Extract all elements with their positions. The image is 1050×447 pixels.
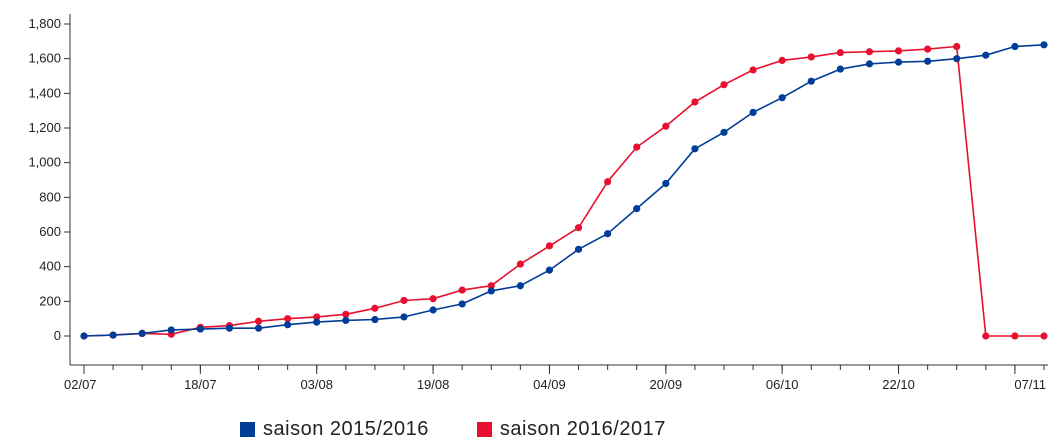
- series-1-point: [138, 329, 146, 337]
- series-1-point: [167, 326, 175, 334]
- series-2-point: [429, 295, 437, 303]
- x-tick-label: 07/11: [1014, 377, 1046, 392]
- series-1-point: [284, 321, 292, 329]
- series-1-point: [836, 65, 844, 73]
- series-1-point: [400, 313, 408, 321]
- y-tick-label: 0: [54, 328, 61, 343]
- series-1-point: [516, 282, 524, 290]
- series-1-point: [662, 179, 670, 188]
- x-tick-label: 22/10: [882, 377, 915, 392]
- series-2-point: [865, 48, 874, 56]
- series-2-point: [778, 56, 786, 64]
- legend-swatch-series-2: [476, 422, 492, 437]
- series-1-point: [371, 315, 379, 324]
- legend-label-series-1: saison 2015/2016: [263, 418, 429, 440]
- legend: saison 2015/2016 saison 2016/2017: [240, 418, 666, 441]
- series-2-point: [284, 315, 292, 323]
- series-1-point: [545, 266, 554, 274]
- x-tick-label: 18/07: [184, 377, 217, 392]
- series-2-point: [1040, 332, 1048, 340]
- series-2-point: [1011, 332, 1019, 340]
- series-1-point: [225, 324, 234, 332]
- y-tick-label: 1,800: [28, 16, 61, 31]
- series-2-point: [807, 53, 815, 61]
- series-1-point: [778, 94, 786, 102]
- series-2-point: [749, 66, 757, 74]
- legend-item-series-2: saison 2016/2017: [476, 418, 666, 441]
- x-tick-label: 20/09: [650, 377, 683, 392]
- y-tick-label: 1,200: [28, 120, 61, 135]
- series-2-point: [516, 260, 524, 268]
- series-2-point: [487, 282, 495, 290]
- series-2-point: [313, 313, 321, 321]
- series-1-point: [254, 324, 263, 332]
- series-1-point: [633, 205, 641, 213]
- series-1-point: [953, 55, 961, 63]
- series-1-point: [80, 332, 88, 340]
- x-tick-label: 04/09: [533, 377, 566, 392]
- series-2-point: [982, 332, 990, 340]
- legend-label-series-2: saison 2016/2017: [499, 418, 666, 440]
- series-2-point: [953, 42, 961, 51]
- series-1-point: [720, 128, 728, 136]
- series-2-point: [924, 45, 932, 53]
- series-1-point: [458, 300, 466, 308]
- series-2-point: [691, 98, 699, 106]
- series-line-1: [83, 44, 1045, 337]
- series-1-point: [313, 318, 321, 326]
- series-1-point: [196, 325, 204, 333]
- series-2-point: [720, 81, 728, 89]
- series-2-point: [545, 242, 554, 250]
- series-2-point: [633, 143, 641, 151]
- series-1-point: [574, 245, 583, 253]
- x-tick-label: 06/10: [766, 377, 799, 392]
- x-tick-label: 03/08: [300, 377, 333, 392]
- series-1-point: [807, 77, 815, 85]
- legend-swatch-series-1: [240, 422, 255, 437]
- y-tick-label: 1,000: [28, 155, 61, 170]
- series-2-point: [604, 178, 612, 186]
- y-tick-label: 1,600: [28, 51, 61, 66]
- x-tick-label: 02/07: [64, 377, 97, 392]
- series-1-point: [982, 51, 990, 59]
- y-tick-label: 1,400: [28, 85, 61, 100]
- series-2-point: [836, 49, 844, 57]
- y-tick-label: 800: [39, 189, 61, 204]
- series-1-point: [749, 108, 757, 116]
- series-2-point: [371, 304, 379, 312]
- series-2-point: [254, 317, 263, 325]
- series-1-point: [342, 316, 350, 324]
- series-2-point: [400, 296, 408, 305]
- series-lines: [83, 44, 1045, 337]
- legend-item-series-1: saison 2015/2016: [240, 418, 429, 441]
- series-1-point: [865, 60, 874, 68]
- y-tick-label: 400: [39, 259, 61, 274]
- series-points: [80, 41, 1048, 340]
- series-2-point: [574, 224, 583, 232]
- series-1-point: [691, 145, 699, 153]
- series-2-point: [458, 286, 466, 294]
- series-2-point: [894, 47, 903, 55]
- series-1-point: [1011, 42, 1019, 51]
- series-1-point: [894, 58, 903, 66]
- series-line-2: [83, 45, 1044, 337]
- y-tick-label: 600: [39, 224, 61, 239]
- x-tick-label: 19/08: [417, 377, 450, 392]
- series-1-point: [429, 306, 437, 314]
- series-2-point: [342, 310, 350, 318]
- series-1-point: [1040, 41, 1048, 49]
- series-2-point: [662, 122, 670, 130]
- series-1-point: [924, 57, 932, 65]
- series-1-point: [487, 287, 495, 295]
- series-1-point: [604, 230, 612, 238]
- axes: 0 200 400 600 800 1,000 1,200 1,400 1,600 1,800 02…: [28, 14, 1048, 392]
- series-1-point: [109, 331, 117, 339]
- y-tick-label: 200: [39, 293, 61, 308]
